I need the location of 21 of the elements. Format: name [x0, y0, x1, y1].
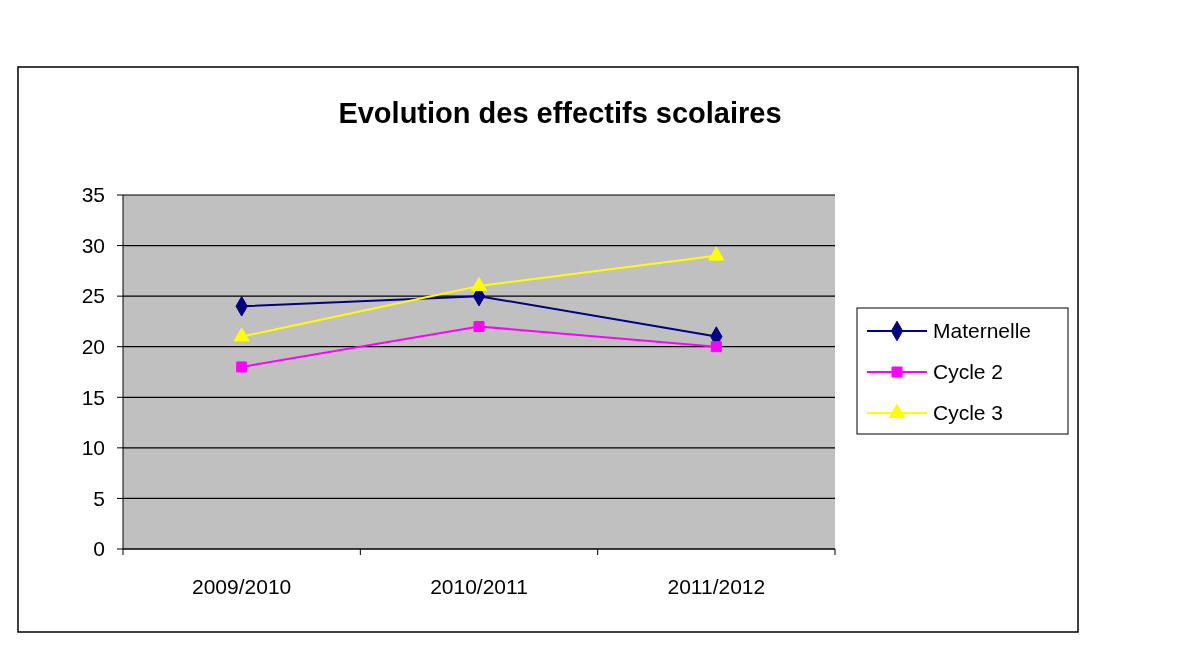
point: [470, 276, 488, 291]
point: [473, 320, 485, 332]
x-tick-label: 2011/2012: [667, 575, 766, 598]
point: [708, 246, 725, 261]
point: [710, 341, 722, 353]
y-tick-label: 5: [93, 486, 105, 510]
point: [233, 327, 250, 342]
chart-title: Evolution des effectifs scolaires: [338, 97, 782, 129]
y-tick-label: 30: [81, 233, 105, 257]
legend-label: Cycle 3: [933, 401, 1004, 425]
y-tick-label: 0: [93, 537, 105, 561]
x-tick-label: 2010/2011: [430, 575, 528, 598]
y-tick-label: 15: [81, 385, 105, 409]
point: [236, 361, 248, 373]
y-tick-label: 35: [81, 183, 105, 207]
legend-label: Cycle 2: [933, 360, 1004, 384]
y-tick-label: 20: [81, 335, 105, 359]
legend-label: Maternelle: [933, 319, 1032, 343]
x-tick-label: 2009/2010: [192, 575, 292, 598]
y-tick-label: 10: [81, 436, 105, 460]
y-tick-label: 25: [81, 284, 105, 308]
